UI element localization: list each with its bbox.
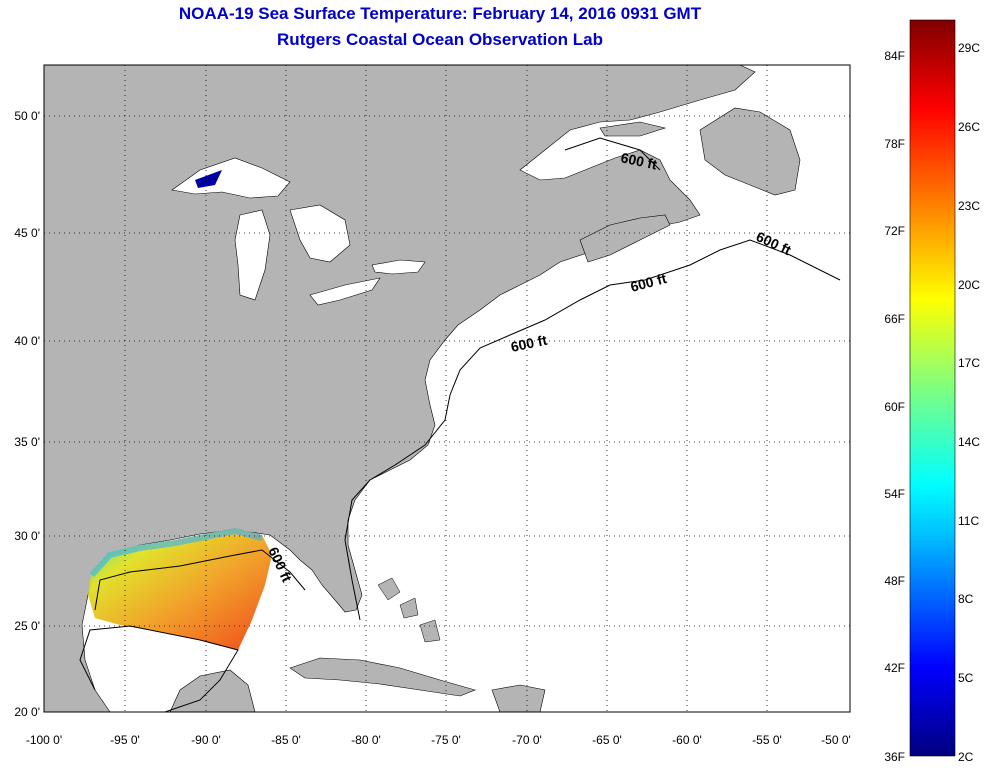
- isobath-gulf-of-mexico: [79, 625, 239, 712]
- lat-tick: 50 0': [14, 109, 40, 123]
- map-title: NOAA-19 Sea Surface Temperature: Februar…: [178, 4, 702, 23]
- lon-tick: -95 0': [110, 733, 140, 747]
- lat-tick: 40 0': [14, 334, 40, 348]
- colorbar-c-label: 5C: [958, 671, 974, 685]
- anticosti-island: [599, 121, 667, 137]
- lon-tick: -60 0': [672, 733, 702, 747]
- lake-superior: [171, 157, 291, 199]
- lat-tick: 20 0': [14, 705, 40, 719]
- colorbar-f-label: 36F: [884, 750, 905, 764]
- latitude-labels: 50 0' 45 0' 40 0' 35 0' 30 0' 25 0' 20 0…: [14, 109, 40, 719]
- lon-tick: -100 0': [26, 733, 62, 747]
- lon-tick: -85 0': [271, 733, 301, 747]
- lat-tick: 45 0': [14, 226, 40, 240]
- colorbar-c-label: 8C: [958, 592, 974, 606]
- isobath-label: 600 ft: [509, 332, 548, 355]
- colorbar-f-label: 72F: [884, 224, 905, 238]
- sst-swath-gulf: [88, 528, 272, 650]
- cuba: [289, 657, 476, 697]
- colorbar-f-label: 42F: [884, 661, 905, 675]
- colorbar-f-label: 66F: [884, 312, 905, 326]
- colorbar-f-label: 54F: [884, 487, 905, 501]
- colorbar-c-label: 20C: [958, 278, 980, 292]
- sst-nearshore-band: [89, 527, 263, 578]
- colorbar: [909, 19, 956, 757]
- map-frame: [43, 64, 851, 713]
- lon-tick: -80 0': [351, 733, 381, 747]
- isobath-label: 600 ft: [619, 149, 658, 172]
- colorbar-c-label: 29C: [958, 41, 980, 55]
- north-america-landmass: [44, 65, 756, 712]
- longitude-labels: -100 0' -95 0' -90 0' -85 0' -80 0' -75 …: [26, 733, 851, 747]
- colorbar-celsius-labels: 29C 26C 23C 20C 17C 14C 11C 8C 5C 2C: [958, 41, 980, 764]
- colorbar-f-label: 60F: [884, 400, 905, 414]
- colorbar-fahrenheit-labels: 84F 78F 72F 66F 60F 54F 48F 42F 36F: [884, 49, 905, 764]
- lon-tick: -50 0': [821, 733, 851, 747]
- lake-superior-cold-water: [195, 170, 222, 188]
- lon-tick: -75 0': [431, 733, 461, 747]
- newfoundland: [699, 107, 801, 196]
- yucatan: [169, 669, 256, 712]
- nova-scotia: [579, 214, 671, 263]
- lat-tick: 30 0': [14, 529, 40, 543]
- lon-tick: -65 0': [592, 733, 622, 747]
- colorbar-c-label: 26C: [958, 120, 980, 134]
- lat-tick: 35 0': [14, 435, 40, 449]
- lake-michigan: [234, 209, 271, 301]
- lat-tick: 25 0': [14, 619, 40, 633]
- colorbar-f-label: 84F: [884, 49, 905, 63]
- colorbar-f-label: 48F: [884, 574, 905, 588]
- colorbar-c-label: 17C: [958, 356, 980, 370]
- lon-tick: -90 0': [191, 733, 221, 747]
- lake-erie: [309, 277, 381, 306]
- lon-tick: -55 0': [752, 733, 782, 747]
- colorbar-c-label: 11C: [958, 514, 979, 528]
- isobath-600ft: [94, 137, 841, 621]
- colorbar-f-label: 78F: [884, 137, 905, 151]
- lon-tick: -70 0': [512, 733, 542, 747]
- lake-ontario: [371, 259, 426, 275]
- colorbar-c-label: 14C: [958, 435, 980, 449]
- colorbar-c-label: 23C: [958, 199, 980, 213]
- hispaniola: [491, 684, 546, 712]
- lake-huron: [289, 204, 351, 263]
- map-subtitle: Rutgers Coastal Ocean Observation Lab: [277, 30, 603, 49]
- colorbar-c-label: 2C: [958, 750, 974, 764]
